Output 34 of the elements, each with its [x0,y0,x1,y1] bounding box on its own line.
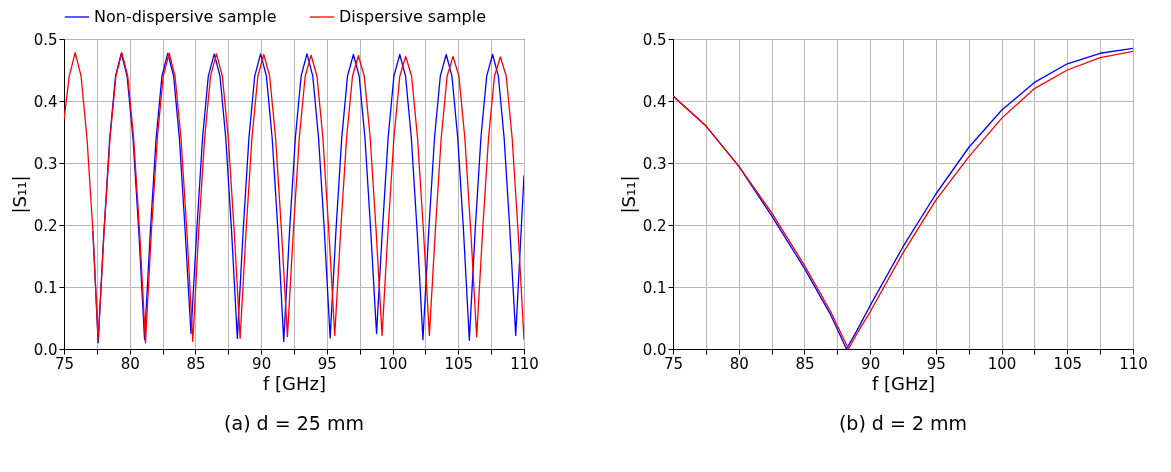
x-tick-label: 85 [186,354,206,373]
legend-label: Dispersive sample [339,7,487,26]
y-tick-label: 0.2 [642,216,667,235]
x-tick-label: 110 [510,354,539,373]
x-tick-label: 90 [252,354,272,373]
y-tick-label: 0.3 [642,154,667,173]
x-tick-label: 75 [663,354,684,373]
x-tick-label: 105 [1053,354,1083,373]
y-tick-label: 0.1 [642,278,667,297]
y-tick-label: 0.4 [642,92,667,111]
y-tick-label: 0.2 [33,216,58,235]
x-tick-label: 75 [54,354,75,373]
y-tick-label: 0.4 [33,92,58,111]
x-tick-label: 80 [729,354,749,373]
y-axis-title: |S₁₁| [8,175,30,214]
y-tick-label: 0.5 [642,30,667,49]
text: (a) d = 25 mm [224,412,364,434]
y-tick-label: 0.5 [33,30,58,49]
x-tick-label: 100 [378,354,408,373]
x-axis-title: f [GHz] [871,372,936,394]
x-tick-label: 85 [795,354,815,373]
x-tick-label: 110 [1119,354,1148,373]
x-tick-label: 95 [317,354,337,373]
text: (b) d = 2 mm [838,412,968,434]
y-axis-title: |S₁₁| [617,175,639,214]
x-tick-label: 95 [926,354,946,373]
legend-label: Non-dispersive sample [94,7,277,26]
y-tick-label: 0.3 [33,154,58,173]
x-tick-label: 105 [444,354,474,373]
x-tick-label: 80 [120,354,140,373]
x-tick-label: 90 [861,354,881,373]
x-tick-label: 100 [987,354,1017,373]
x-axis-title: f [GHz] [262,372,327,394]
y-tick-label: 0.1 [33,278,58,297]
